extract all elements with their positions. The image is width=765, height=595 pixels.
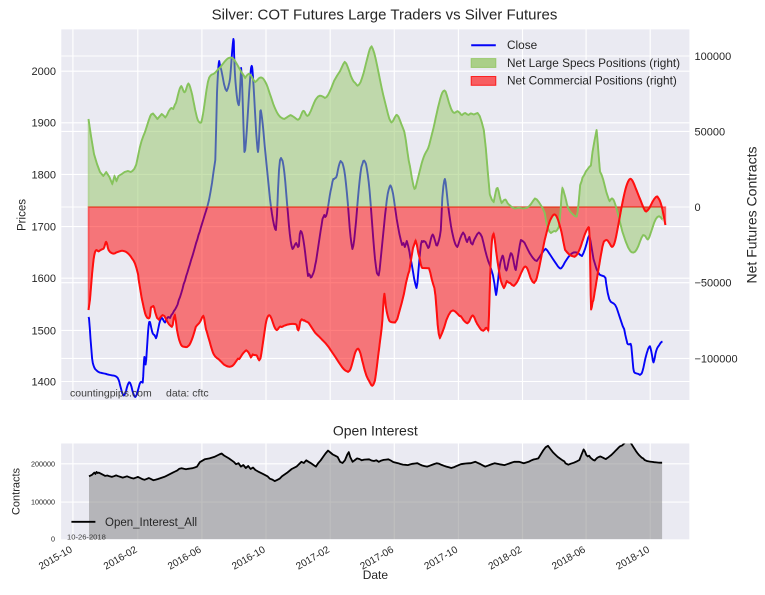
svg-text:countingpips.com: countingpips.com [70,388,152,400]
svg-text:0: 0 [695,202,701,214]
svg-text:50000: 50000 [695,126,726,138]
svg-text:100000: 100000 [31,498,55,507]
svg-text:Net Large Specs Positions (rig: Net Large Specs Positions (right) [507,56,680,70]
svg-text:Open_Interest_All: Open_Interest_All [105,517,197,529]
svg-text:1600: 1600 [32,273,56,285]
svg-text:10-26-2018: 10-26-2018 [67,533,106,542]
svg-text:−100000: −100000 [695,353,738,365]
svg-text:Date: Date [363,568,389,582]
svg-text:Contracts: Contracts [11,467,23,515]
svg-text:data: cftc: data: cftc [166,388,209,400]
svg-text:−50000: −50000 [695,278,732,290]
svg-text:1800: 1800 [32,169,56,181]
svg-text:1400: 1400 [32,376,56,388]
svg-text:Close: Close [507,38,538,52]
svg-text:200000: 200000 [31,459,55,468]
svg-text:0: 0 [51,535,55,544]
svg-text:Net Futures Contracts: Net Futures Contracts [744,147,760,284]
svg-text:Prices: Prices [17,199,29,231]
svg-text:Silver: COT Futures Large Trad: Silver: COT Futures Large Traders vs Sil… [212,7,558,24]
svg-text:1500: 1500 [32,325,56,337]
svg-text:Open Interest: Open Interest [333,422,418,438]
svg-text:100000: 100000 [695,51,732,63]
svg-text:2000: 2000 [32,66,56,78]
svg-text:1900: 1900 [32,118,56,130]
svg-text:1700: 1700 [32,222,56,234]
svg-text:Net Commercial Positions (righ: Net Commercial Positions (right) [507,74,677,88]
